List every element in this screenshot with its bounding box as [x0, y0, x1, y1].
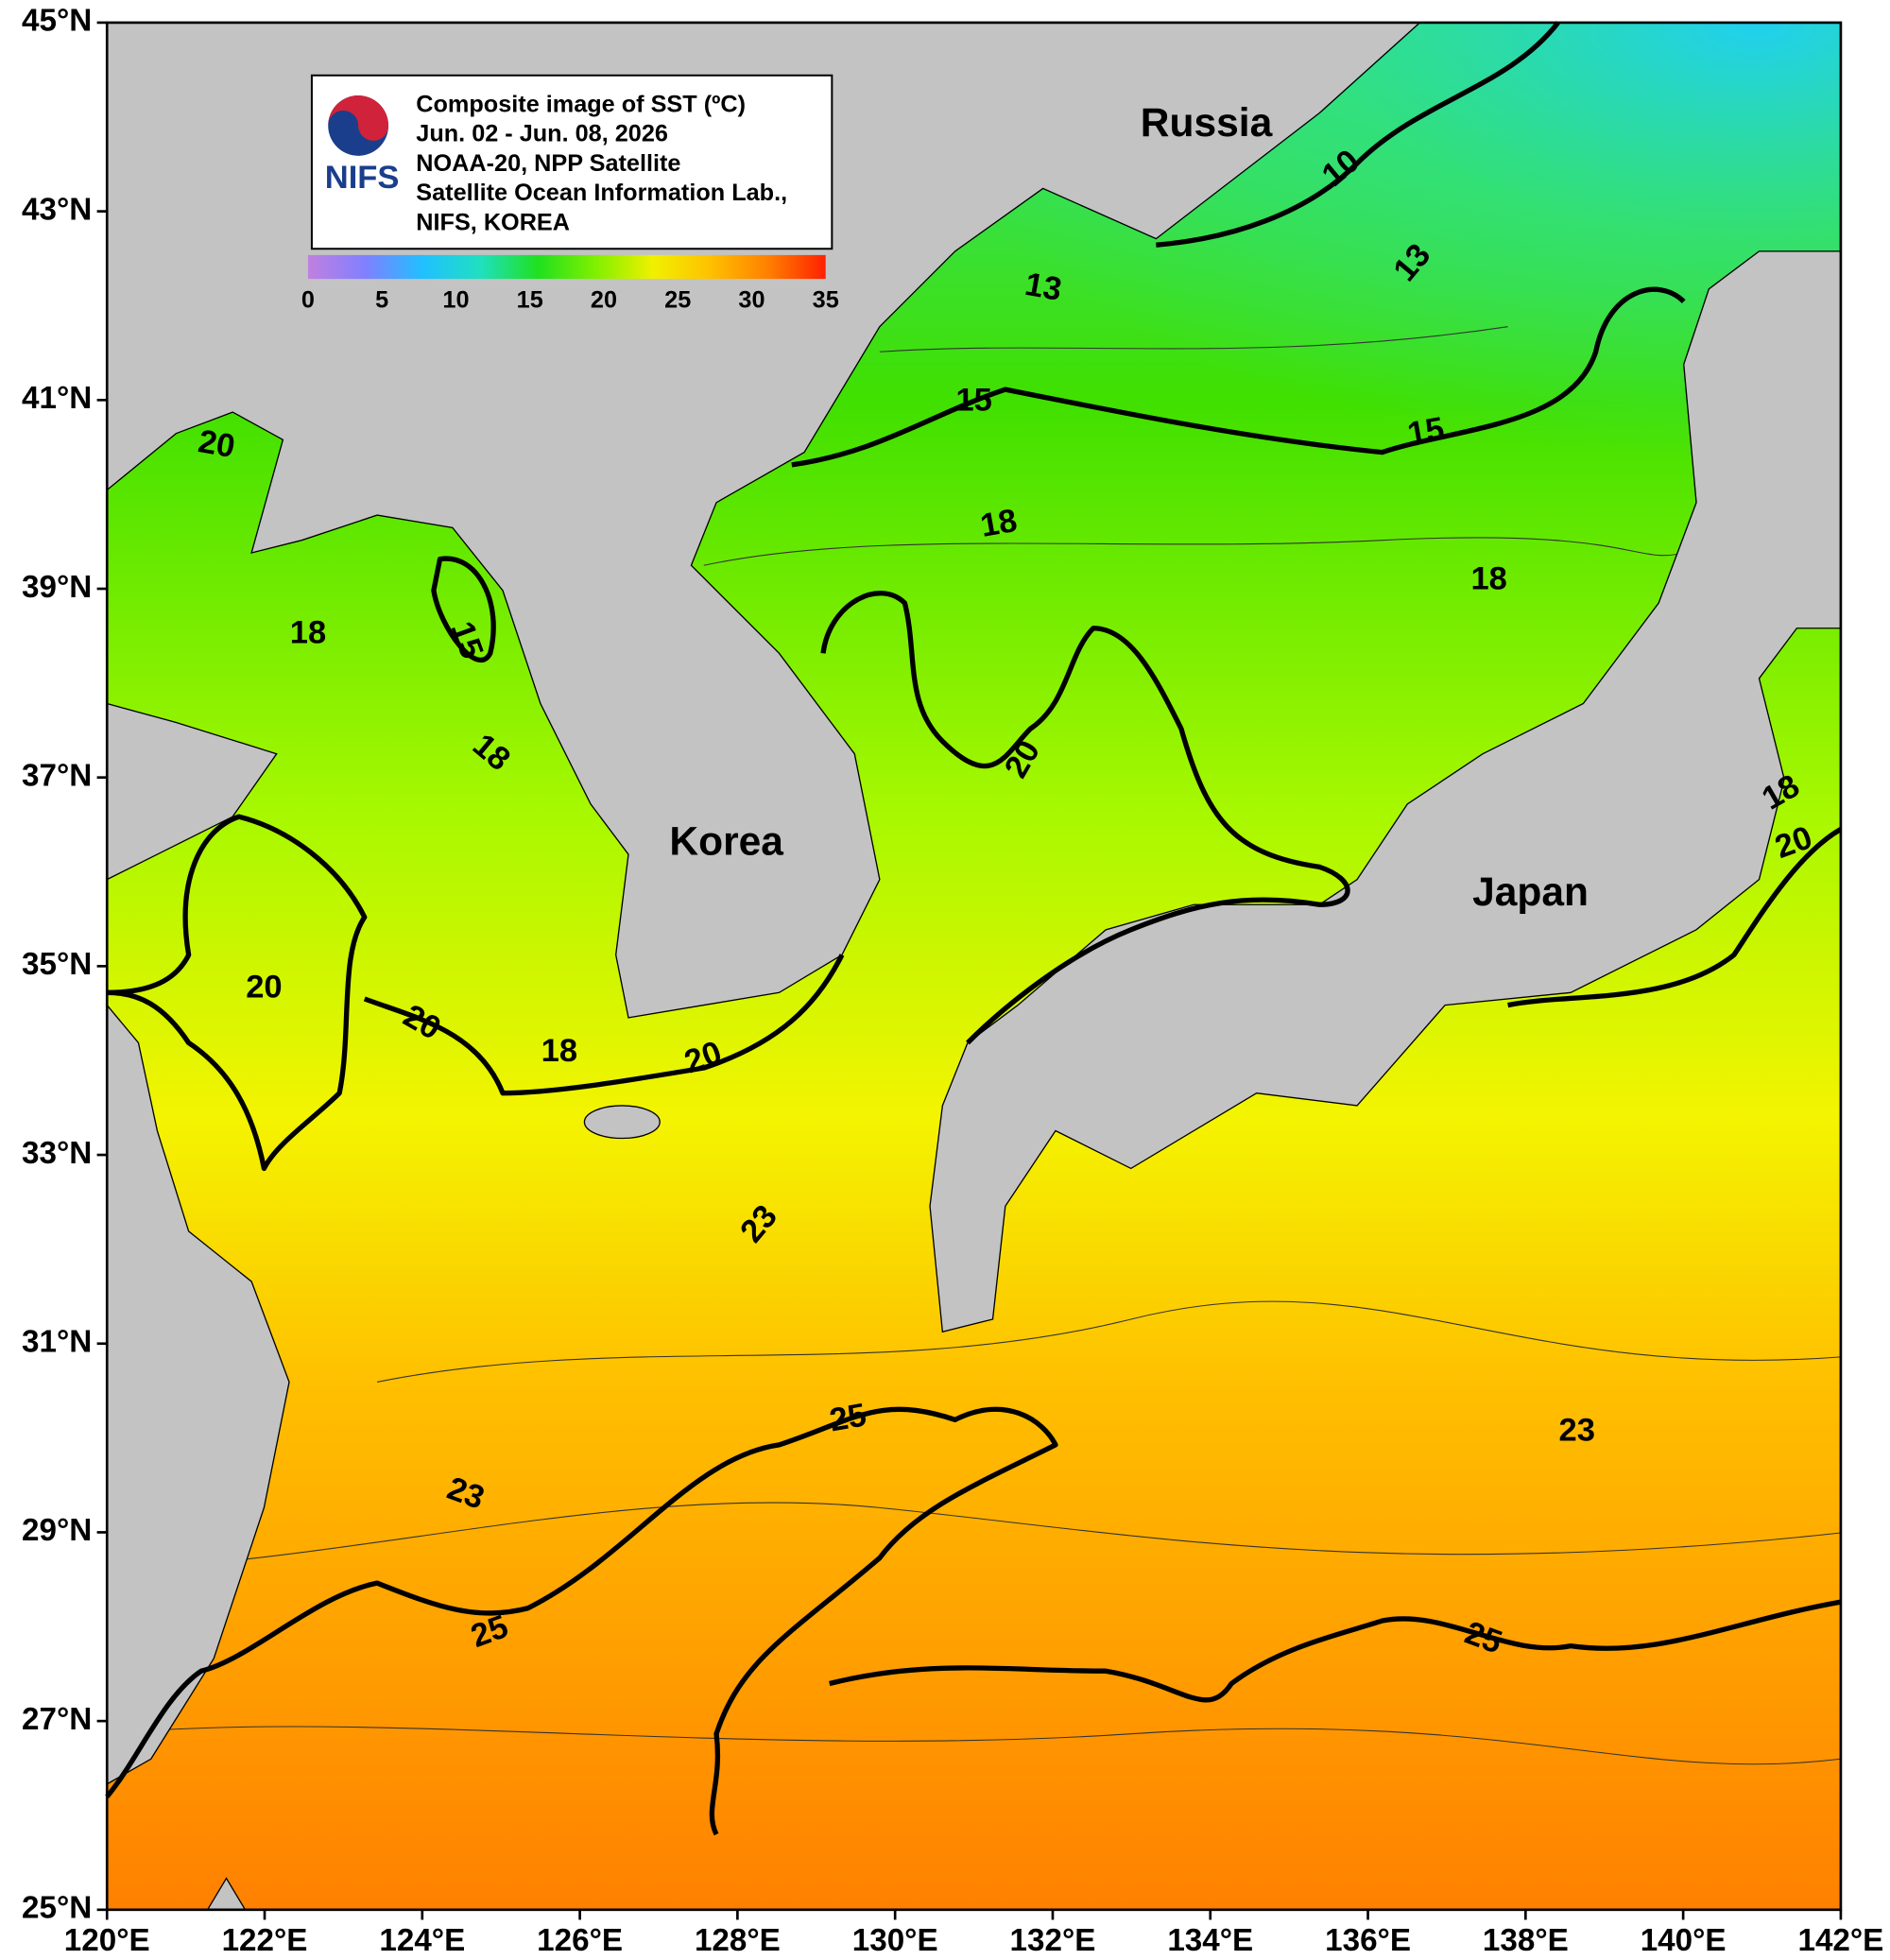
colorbar-tick-label: 20	[591, 287, 617, 314]
legend-title-line: Jun. 02 - Jun. 08, 2026	[416, 121, 668, 147]
isotherm-10	[1156, 21, 1560, 248]
legend-title-line: NIFS, KOREA	[416, 209, 570, 235]
contour-label: 18	[290, 615, 326, 651]
lat-tick-label: 37°N	[22, 758, 92, 793]
lat-tick-label: 27°N	[22, 1702, 92, 1737]
contour-label: 13	[1022, 266, 1064, 308]
map-body	[105, 21, 1843, 1912]
lat-tick-label: 33°N	[22, 1136, 92, 1171]
contour-label: 15	[955, 383, 991, 419]
colorbar-tick-label: 30	[738, 287, 765, 314]
lat-tick-label: 43°N	[22, 192, 92, 227]
lat-tick-label: 35°N	[22, 947, 92, 982]
lat-tick-label: 31°N	[22, 1325, 92, 1360]
lon-tick-label: 136°E	[1325, 1923, 1411, 1958]
colorbar-tick-label: 5	[375, 287, 388, 314]
lon-tick-label: 142°E	[1797, 1923, 1883, 1958]
lon-tick-label: 120°E	[64, 1923, 150, 1958]
place-label: Japan	[1472, 869, 1589, 915]
contour-label: 20	[196, 423, 237, 465]
legend-title-line: Composite image of SST (ºC)	[416, 91, 746, 117]
isotherm-25	[105, 1406, 1842, 1836]
contour-label: 20	[246, 969, 282, 1005]
contour-label: 18	[978, 503, 1020, 544]
land-china	[106, 1003, 290, 1786]
contour-label: 25	[827, 1397, 868, 1438]
legend-title-line: NOAA-20, NPP Satellite	[416, 150, 680, 177]
lat-tick-label: 29°N	[22, 1513, 92, 1548]
lon-tick-label: 122°E	[222, 1923, 308, 1958]
isotherm-15-yellow-sea	[431, 556, 496, 663]
lon-tick-label: 126°E	[537, 1923, 623, 1958]
contour-label: 18	[541, 1033, 577, 1069]
lat-tick-label: 39°N	[22, 570, 92, 605]
lat-tick-label: 45°N	[22, 4, 92, 39]
land-jeju	[583, 1105, 661, 1140]
lon-tick-label: 128°E	[695, 1923, 781, 1958]
lon-tick-label: 130°E	[852, 1923, 938, 1958]
isotherm-thin	[107, 326, 1841, 1765]
lat-tick-label: 41°N	[22, 381, 92, 416]
lat-tick-label: 25°N	[22, 1891, 92, 1926]
lon-tick-label: 134°E	[1167, 1923, 1253, 1958]
land-japan	[929, 250, 1842, 1333]
lon-tick-label: 140°E	[1641, 1923, 1727, 1958]
contour-label: 18	[1470, 560, 1506, 596]
colorbar-tick-label: 15	[517, 287, 543, 314]
isotherm-20-east	[820, 591, 1843, 1045]
colorbar-tick-label: 25	[664, 287, 691, 314]
isotherm-20-yellow-sea	[107, 814, 845, 1172]
colorbar	[307, 254, 826, 280]
isotherm-15	[791, 286, 1686, 468]
place-label: Russia	[1141, 100, 1273, 146]
lon-tick-label: 132°E	[1010, 1923, 1096, 1958]
lon-tick-label: 138°E	[1483, 1923, 1569, 1958]
contour-label: 15	[1405, 411, 1447, 453]
colorbar-tick-label: 0	[301, 287, 315, 314]
legend-title-line: Satellite Ocean Information Lab.,	[416, 180, 787, 206]
lon-tick-label: 124°E	[379, 1923, 465, 1958]
logo-mark-red	[328, 95, 389, 141]
contour-label: 23	[1559, 1413, 1595, 1449]
legend-box	[310, 74, 833, 250]
colorbar-tick-label: 35	[813, 287, 839, 314]
colorbar-tick-label: 10	[442, 287, 469, 314]
place-label: Korea	[669, 819, 783, 865]
logo-text: NIFS	[325, 160, 400, 196]
